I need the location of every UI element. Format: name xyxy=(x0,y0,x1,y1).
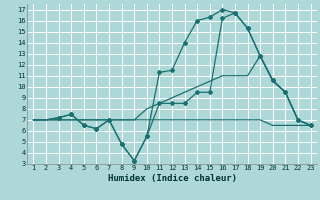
X-axis label: Humidex (Indice chaleur): Humidex (Indice chaleur) xyxy=(108,174,236,183)
